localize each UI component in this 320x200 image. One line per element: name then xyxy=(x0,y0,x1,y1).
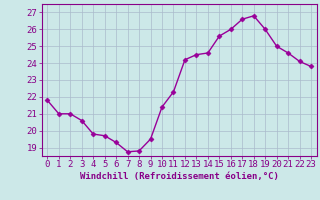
X-axis label: Windchill (Refroidissement éolien,°C): Windchill (Refroidissement éolien,°C) xyxy=(80,172,279,181)
